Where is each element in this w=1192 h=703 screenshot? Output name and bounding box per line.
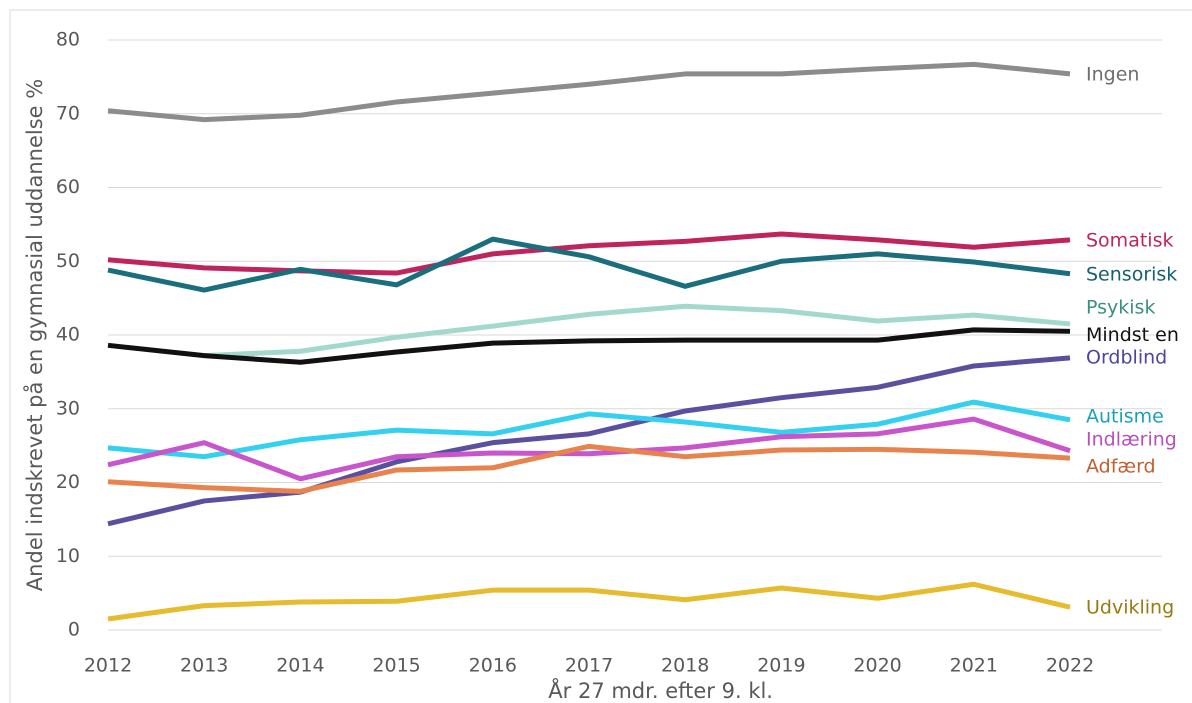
- chart-border: [9, 9, 1192, 703]
- series-label: Indlæring: [1086, 428, 1177, 450]
- series-line: [107, 231, 1071, 276]
- series-line: [107, 355, 1071, 527]
- series-label: Autisme: [1086, 405, 1164, 427]
- y-tick-label: 10: [56, 545, 80, 567]
- x-tick-label: 2020: [853, 655, 901, 677]
- y-tick-label: 80: [56, 29, 80, 51]
- series-line: [107, 399, 1071, 460]
- y-tick-label: 20: [56, 471, 80, 493]
- series-label: Ordblind: [1086, 346, 1167, 368]
- series-line: [107, 416, 1071, 482]
- x-tick-label: 2021: [950, 655, 998, 677]
- y-tick-label: 40: [56, 324, 80, 346]
- y-axis-label: Andel indskrevet på en gymnasial uddanne…: [22, 79, 47, 591]
- y-tick-label: 50: [56, 250, 80, 272]
- x-tick-label: 2015: [372, 655, 420, 677]
- x-tick-label: 2014: [276, 655, 324, 677]
- series-line: [107, 327, 1071, 365]
- x-tick-label: 2017: [565, 655, 613, 677]
- series-label: Psykisk: [1086, 296, 1155, 318]
- y-tick-label: 0: [68, 619, 80, 641]
- y-tick-label: 60: [56, 176, 80, 198]
- x-tick-label: 2016: [469, 655, 517, 677]
- x-tick-label: 2022: [1046, 655, 1094, 677]
- y-tick-label: 70: [56, 102, 80, 124]
- series-line: [107, 61, 1071, 123]
- series-label: Udvikling: [1086, 597, 1174, 619]
- y-tick-label: 30: [56, 397, 80, 419]
- series-line: [107, 581, 1071, 622]
- series-line: [107, 443, 1071, 494]
- series-label: Sensorisk: [1086, 263, 1177, 285]
- series-label: Ingen: [1086, 63, 1139, 85]
- x-tick-label: 2012: [84, 655, 132, 677]
- x-tick-label: 2019: [757, 655, 805, 677]
- series-label: Somatisk: [1086, 229, 1173, 251]
- x-tick-label: 2018: [661, 655, 709, 677]
- series-label: Mindst en: [1086, 324, 1179, 346]
- series-line: [107, 236, 1071, 293]
- x-tick-label: 2013: [180, 655, 228, 677]
- series-line: [204, 303, 1071, 359]
- series-label: Adfærd: [1086, 456, 1156, 478]
- x-axis-label: År 27 mdr. efter 9. kl.: [548, 677, 773, 703]
